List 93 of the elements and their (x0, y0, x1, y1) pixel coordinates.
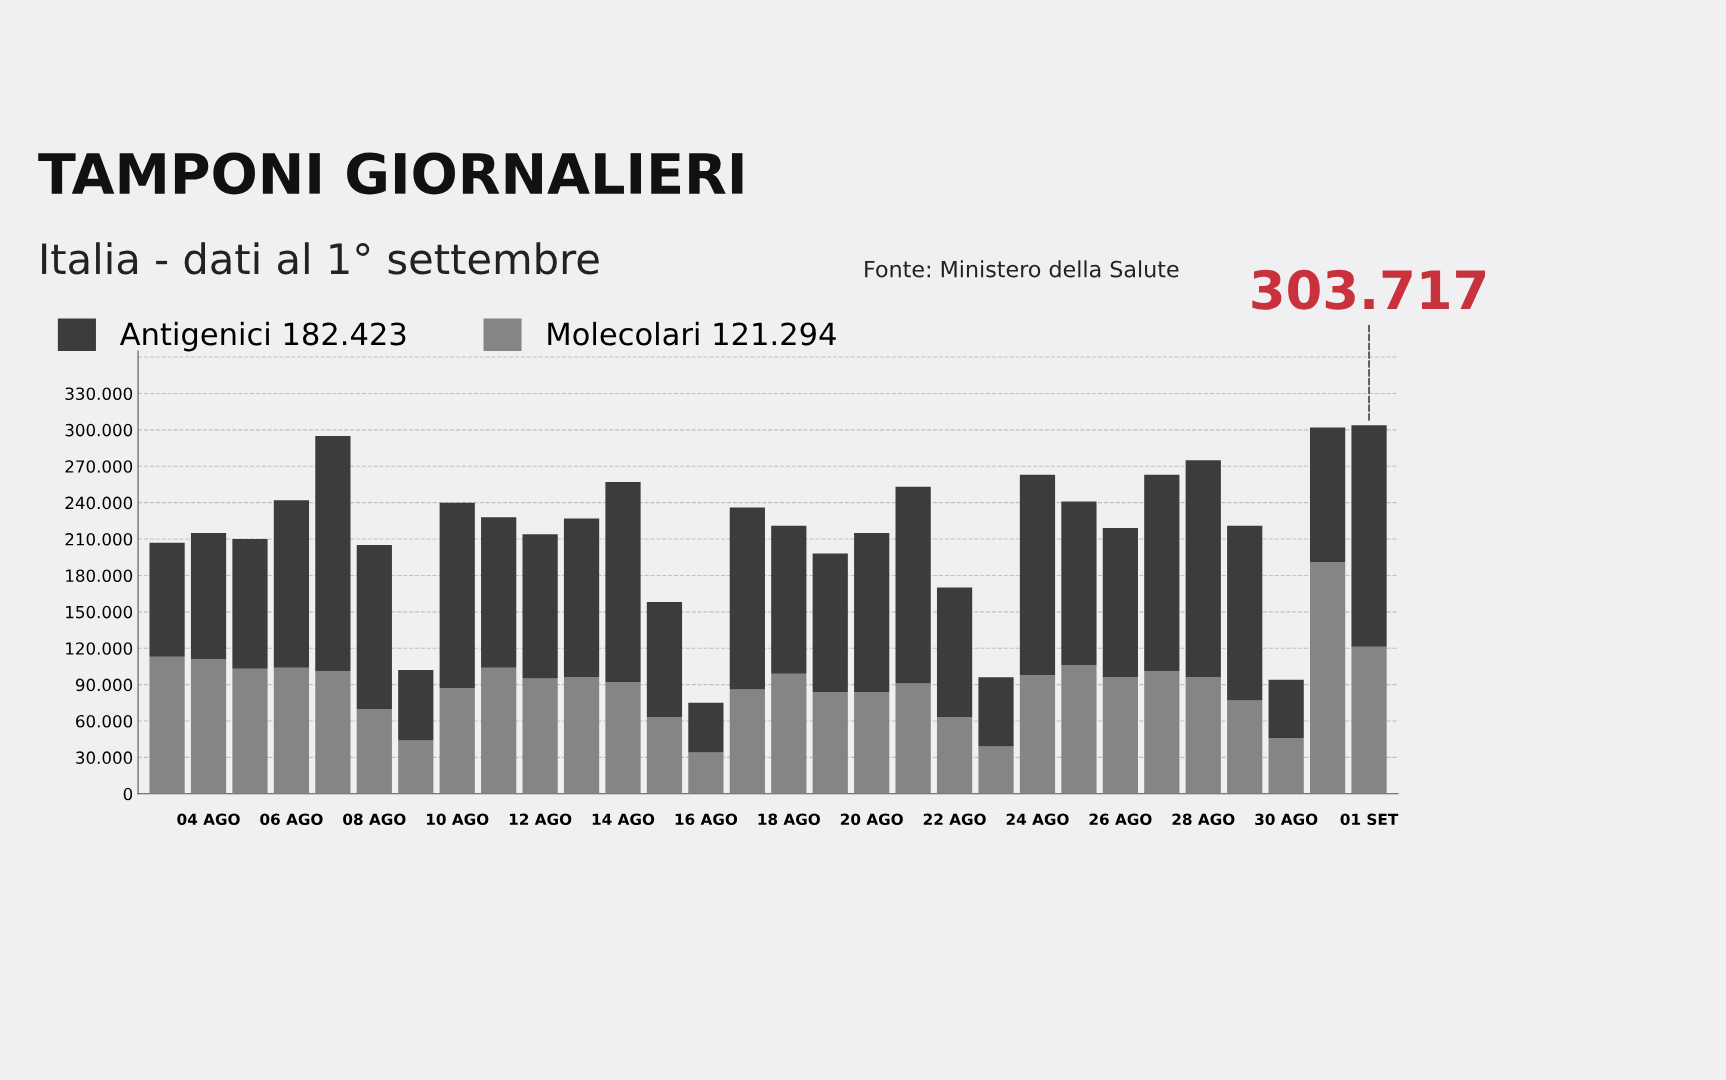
y-tick-label: 330.000 (65, 387, 133, 401)
chart-title: TAMPONI GIORNALIERI (38, 152, 743, 195)
annotation: 303.717 (1252, 269, 1486, 310)
bar (439, 502, 475, 689)
y-tick-label: 0 (123, 787, 133, 801)
bar (936, 717, 973, 794)
bar (398, 670, 434, 741)
bar (854, 532, 890, 692)
bar (273, 500, 310, 668)
bar (812, 691, 848, 794)
y-tick-label: 270.000 (65, 460, 133, 473)
bar (895, 683, 931, 794)
y-tick-label: 90.000 (75, 678, 133, 692)
bar (273, 667, 310, 794)
x-tick-label: 10 AGO (426, 813, 489, 826)
bar (1227, 700, 1263, 794)
x-tick-label: 24 AGO (1006, 813, 1069, 826)
bar (646, 602, 683, 718)
x-tick-label: 20 AGO (840, 813, 903, 826)
bar (563, 677, 600, 794)
bar (895, 486, 931, 684)
y-tick-label: 300.000 (65, 423, 133, 437)
x-tick-label: 30 AGO (1255, 813, 1318, 826)
bar (978, 677, 1014, 747)
y-tick-label: 150.000 (66, 605, 133, 619)
bar (854, 691, 890, 794)
bar (232, 539, 268, 669)
bar (936, 587, 973, 718)
y-tick-label: 240.000 (65, 496, 133, 510)
chart-subtitle: Italia - dati al 1° settembre (42, 242, 599, 275)
x-tick-label: 01 SET (1340, 813, 1399, 826)
y-tick-label: 180.000 (66, 569, 133, 582)
bar (1061, 501, 1097, 666)
bar (149, 542, 185, 657)
bar (481, 517, 517, 668)
bar (356, 708, 392, 794)
source-note: Fonte: Ministero della Salute (865, 260, 1179, 278)
bar (1102, 528, 1138, 678)
bar (149, 656, 185, 794)
bar (522, 678, 558, 794)
bar (729, 689, 765, 794)
bar (1102, 677, 1138, 794)
bar (190, 532, 227, 660)
bar (771, 525, 807, 674)
bar (605, 482, 641, 683)
bar (356, 545, 392, 709)
bar (1019, 474, 1056, 675)
bar (688, 752, 724, 794)
x-tick-label: 18 AGO (758, 813, 820, 826)
bar (563, 518, 600, 678)
x-tick-label: 22 AGO (923, 813, 986, 826)
bar (1144, 474, 1180, 672)
x-tick-label: 28 AGO (1172, 813, 1235, 826)
bar (1309, 427, 1346, 563)
bar (978, 746, 1014, 794)
legend-label: Antigenici 182.423 (119, 321, 406, 352)
x-tick-label: 04 AGO (177, 813, 240, 826)
y-tick-label: 120.000 (66, 642, 133, 655)
bar (1185, 460, 1221, 678)
y-tick-label: 30.000 (76, 751, 133, 764)
bar (1144, 671, 1180, 794)
bar (729, 507, 765, 690)
x-tick-label: 08 AGO (343, 813, 406, 826)
bar (1227, 525, 1263, 701)
bar (398, 740, 434, 794)
bar (1351, 425, 1387, 647)
legend-label: Molecolari 121.294 (548, 321, 836, 346)
bar (1268, 738, 1304, 794)
x-tick-label: 12 AGO (509, 813, 572, 826)
bar (315, 435, 351, 672)
x-tick-label: 14 AGO (592, 813, 655, 826)
y-tick-label: 60.000 (76, 714, 133, 728)
bar (1268, 679, 1304, 738)
bar (232, 668, 268, 794)
x-tick-label: 06 AGO (260, 813, 323, 826)
bar (1061, 665, 1097, 794)
bar (522, 534, 558, 679)
bar (1019, 674, 1056, 794)
bar (646, 717, 683, 794)
bar (605, 682, 641, 794)
bar (1185, 677, 1221, 794)
bar (190, 659, 227, 794)
bar (771, 673, 807, 794)
x-tick-label: 26 AGO (1089, 813, 1152, 826)
x-tick-label: 16 AGO (675, 813, 738, 826)
bar (481, 667, 517, 794)
bar (315, 671, 351, 794)
bar (439, 688, 475, 794)
bar (812, 553, 848, 692)
bar (1351, 646, 1387, 794)
bar (1309, 562, 1346, 794)
y-tick-label: 210.000 (65, 533, 133, 546)
bar (688, 702, 724, 753)
